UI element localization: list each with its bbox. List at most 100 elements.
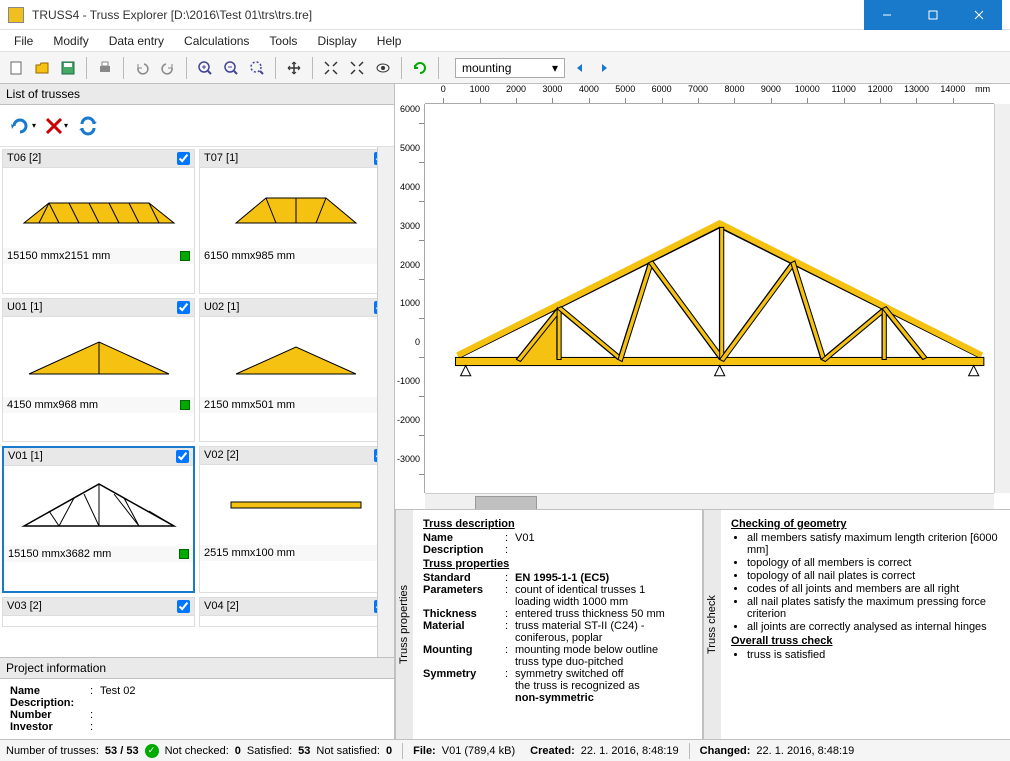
status-icon [377,400,387,410]
undo-button[interactable] [130,56,154,80]
next-button[interactable] [595,59,613,77]
truss-id: T06 [2] [7,152,41,165]
check-content: Checking of geometry all members satisfy… [721,510,1010,739]
view-button[interactable] [371,56,395,80]
properties-content: Truss description Name:V01 Description: … [413,510,702,739]
check-tab[interactable]: Truss check [703,510,721,739]
check-item: topology of all nail plates is correct [747,570,1000,582]
zoom-fit-button[interactable] [245,56,269,80]
minimize-button[interactable] [864,0,910,30]
pan-button[interactable] [282,56,306,80]
menu-file[interactable]: File [4,32,43,50]
ruler-horizontal: 0 1000 2000 3000 4000 5000 6000 7000 800… [425,84,994,104]
desc-header: Truss description [423,518,692,530]
window-controls [864,0,1002,30]
truss-checkbox[interactable] [176,450,189,463]
status-icon [180,251,190,261]
sb-satisfied-val: 53 [298,745,310,757]
new-button[interactable] [4,56,28,80]
truss-checkbox[interactable] [374,449,387,462]
proj-investor-lbl: Investor [10,721,90,733]
zoom-in-button[interactable] [193,56,217,80]
sb-file-val: V01 (789,4 kB) [442,745,515,757]
toolbar-sep [86,57,87,79]
status-icon [179,549,189,559]
print-button[interactable] [93,56,117,80]
detail-panes: Truss properties Truss description Name:… [395,509,1010,739]
sb-created-val: 22. 1. 2016, 8:48:19 [581,745,679,757]
fit-button[interactable] [345,56,369,80]
open-button[interactable] [30,56,54,80]
proj-name-lbl: Name [10,685,90,697]
sb-sep [689,743,690,759]
truss-item[interactable]: V04 [2] [199,597,392,627]
sync-button[interactable] [76,114,100,138]
truss-checkbox[interactable] [177,301,190,314]
list-header: List of trusses [0,84,394,105]
scrollbar-vertical[interactable] [994,104,1010,493]
truss-dims: 4150 mmx968 mm [7,399,98,411]
redo-button[interactable] [156,56,180,80]
truss-id: U01 [1] [7,301,42,314]
project-info-header: Project information [0,657,394,679]
rotate-button[interactable]: ▾ [8,114,36,138]
toolbar-sep [123,57,124,79]
truss-dims: 15150 mmx3682 mm [8,548,111,560]
menu-data-entry[interactable]: Data entry [99,32,174,50]
sb-notchecked-lbl: Not checked: [165,745,229,757]
truss-item[interactable]: T06 [2] 15150 mmx2151 mm [2,149,195,294]
titlebar: TRUSS4 - Truss Explorer [D:\2016\Test 01… [0,0,1010,30]
dropdown-value: mounting [462,61,511,75]
truss-checkbox[interactable] [177,152,190,165]
menu-modify[interactable]: Modify [43,32,98,50]
check-item: topology of all members is correct [747,557,1000,569]
properties-tab[interactable]: Truss properties [395,510,413,739]
close-button[interactable] [956,0,1002,30]
zoom-out-button[interactable] [219,56,243,80]
maximize-button[interactable] [910,0,956,30]
truss-item[interactable]: U02 [1] 2150 mmx501 mm [199,298,392,443]
window-title: TRUSS4 - Truss Explorer [D:\2016\Test 01… [32,8,864,22]
display-mode-dropdown[interactable]: mounting ▾ [455,58,565,78]
delete-button[interactable]: ▾ [44,116,68,136]
truss-checkbox[interactable] [374,301,387,314]
fullscreen-button[interactable] [319,56,343,80]
truss-preview [3,317,194,397]
truss-item[interactable]: V03 [2] [2,597,195,627]
toolbar-sep [438,57,439,79]
truss-preview [200,465,391,545]
prev-button[interactable] [571,59,589,77]
truss-id: V04 [2] [204,600,239,613]
refresh-button[interactable] [408,56,432,80]
truss-item[interactable]: V02 [2] 2515 mmx100 mm [199,446,392,593]
menu-calculations[interactable]: Calculations [174,32,259,50]
menu-tools[interactable]: Tools [259,32,307,50]
check-item: all joints are correctly analysed as int… [747,621,1000,633]
ruler-vertical: -3000 -2000 -1000 0 1000 2000 3000 4000 … [395,104,425,493]
menu-display[interactable]: Display [307,32,366,50]
sb-count-val: 53 / 53 [105,745,139,757]
truss-item[interactable]: T07 [1] 6150 mmx985 mm [199,149,392,294]
chevron-down-icon: ▾ [552,61,558,75]
truss-dims: 15150 mmx2151 mm [7,250,110,262]
truss-id: V01 [1] [8,450,43,463]
truss-item[interactable]: U01 [1] 4150 mmx968 mm [2,298,195,443]
overall-item: truss is satisfied [747,649,1000,661]
truss-id: V03 [2] [7,600,42,613]
truss-item[interactable]: V01 [1] 15150 mmx3682 mm [2,446,195,593]
truss-checkbox[interactable] [177,600,190,613]
scrollbar-horizontal[interactable] [425,493,994,509]
viewport: 0 1000 2000 3000 4000 5000 6000 7000 800… [395,84,1010,509]
truss-checkbox[interactable] [374,152,387,165]
save-button[interactable] [56,56,80,80]
status-icon [180,400,190,410]
canvas[interactable] [425,104,994,493]
check-item: all members satisfy maximum length crite… [747,532,1000,556]
toolbar-sep [312,57,313,79]
toolbar-sep [275,57,276,79]
menu-help[interactable]: Help [367,32,412,50]
truss-checkbox[interactable] [374,600,387,613]
truss-dims: 2515 mmx100 mm [204,547,295,559]
sb-satisfied-lbl: Satisfied: [247,745,292,757]
truss-id: U02 [1] [204,301,239,314]
